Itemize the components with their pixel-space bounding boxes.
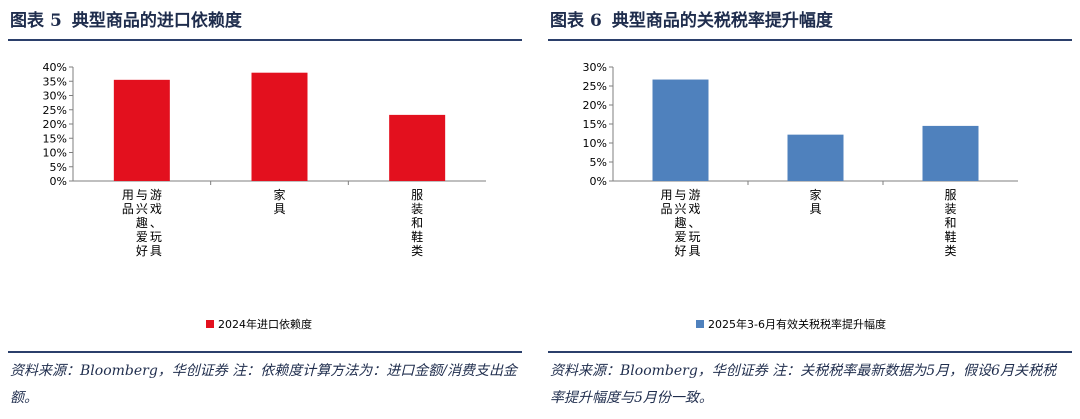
y-tick-label: 10% bbox=[43, 147, 67, 160]
title-rule bbox=[548, 39, 1072, 41]
y-tick-label: 30% bbox=[583, 61, 607, 74]
category-label-char: 类 bbox=[944, 244, 956, 258]
category-label-char: 用 bbox=[122, 188, 134, 202]
category-label-char: 装 bbox=[411, 202, 423, 216]
category-label-char: 戏 bbox=[150, 202, 162, 216]
category-label-char: 兴 bbox=[674, 202, 686, 216]
y-tick-label: 25% bbox=[43, 104, 67, 117]
chart-legend: 2024年进口依赖度 bbox=[206, 316, 312, 332]
y-tick-label: 10% bbox=[583, 137, 607, 150]
bar bbox=[251, 72, 308, 181]
category-label-char: 装 bbox=[944, 202, 956, 216]
category-label-char: 与 bbox=[136, 188, 148, 202]
category-label-char: 戏 bbox=[688, 202, 700, 216]
category-label-char: 具 bbox=[809, 202, 821, 216]
category-label-char: 品 bbox=[122, 202, 134, 216]
y-tick-label: 30% bbox=[43, 90, 67, 103]
category-label-char: 游 bbox=[688, 188, 700, 202]
figure-number: 5 bbox=[50, 11, 62, 31]
legend-label: 2024年进口依赖度 bbox=[218, 318, 312, 331]
bar bbox=[113, 79, 170, 181]
category-label-char: 具 bbox=[150, 244, 162, 258]
category-label-char: 品 bbox=[660, 202, 672, 216]
figure-label: 图表 bbox=[550, 11, 584, 31]
figure-number: 6 bbox=[590, 11, 602, 31]
legend-swatch bbox=[206, 320, 214, 328]
figure-title: 图表 6 典型商品的关税税率提升幅度 bbox=[550, 6, 833, 31]
category-label-char: 鞋 bbox=[944, 229, 956, 244]
category-label-char: 和 bbox=[411, 216, 423, 230]
category-label-char: 游 bbox=[150, 188, 162, 202]
category-label-char: 服 bbox=[411, 188, 423, 202]
figure-5-panel: 图表 5 典型商品的进口依赖度 0% 5% 10% 15% 20% 25% 30% 35% 40% 游… bbox=[8, 0, 522, 419]
y-tick-label: 25% bbox=[583, 80, 607, 93]
figure-label: 图表 bbox=[10, 11, 44, 31]
category-label-char: 具 bbox=[688, 244, 700, 258]
category-label-char: 玩 bbox=[150, 230, 162, 244]
y-tick-label: 5% bbox=[50, 161, 67, 174]
category-label-char: 爱 bbox=[136, 230, 148, 244]
bar bbox=[389, 114, 446, 181]
bar bbox=[652, 79, 709, 181]
source-rule bbox=[548, 351, 1072, 353]
category-label-char: 和 bbox=[944, 216, 956, 230]
category-label-char: 兴 bbox=[136, 202, 148, 216]
figure-title-text: 典型商品的关税税率提升幅度 bbox=[611, 11, 833, 31]
chart-legend: 2025年3-6月有效关税税率提升幅度 bbox=[696, 316, 886, 332]
category-label-char: 玩 bbox=[688, 230, 700, 244]
category-label-char: 、 bbox=[150, 216, 162, 230]
category-label-char: 用 bbox=[660, 188, 672, 202]
category-label-char: 好 bbox=[136, 244, 148, 258]
y-tick-label: 35% bbox=[43, 75, 67, 88]
y-tick-label: 15% bbox=[583, 118, 607, 131]
category-label: 家具 bbox=[809, 187, 821, 216]
category-label-char: 鞋 bbox=[411, 229, 423, 244]
y-tick-label: 0% bbox=[590, 175, 607, 188]
category-label-char: 趣 bbox=[674, 215, 686, 230]
y-tick-label: 20% bbox=[583, 99, 607, 112]
bar bbox=[787, 134, 844, 181]
y-tick-label: 20% bbox=[43, 118, 67, 131]
import-dependency-chart: 0%5%10%15%20%25%30%35%40%游戏、玩具与兴趣爱好用品家具服… bbox=[43, 61, 486, 258]
category-label-char: 家 bbox=[273, 187, 285, 202]
category-label-char: 趣 bbox=[136, 215, 148, 230]
legend-swatch bbox=[696, 320, 704, 328]
y-tick-label: 5% bbox=[590, 156, 607, 169]
y-tick-label: 0% bbox=[50, 175, 67, 188]
figure-6-panel: 图表 6 典型商品的关税税率提升幅度 0% 5% 10% 15% 20% 25% 30% 游戏、玩… bbox=[548, 0, 1072, 419]
category-label-char: 家 bbox=[809, 187, 821, 202]
source-note: 资料来源：Bloomberg，华创证券 注：关税税率最新数据为5月，假设6月关税… bbox=[550, 363, 1057, 406]
category-label-char: 爱 bbox=[674, 230, 686, 244]
category-label-char: 、 bbox=[688, 216, 700, 230]
category-label: 家具 bbox=[273, 187, 285, 216]
category-label-char: 具 bbox=[273, 202, 285, 216]
title-rule bbox=[8, 39, 522, 41]
legend-label: 2025年3-6月有效关税税率提升幅度 bbox=[708, 318, 886, 331]
source-note: 资料来源：Bloomberg，华创证券 注：依赖度计算方法为：进口金额/消费支出… bbox=[10, 363, 517, 406]
category-label-char: 类 bbox=[411, 244, 423, 258]
figure-title-text: 典型商品的进口依赖度 bbox=[71, 11, 242, 31]
category-label-char: 服 bbox=[944, 188, 956, 202]
y-tick-label: 15% bbox=[43, 132, 67, 145]
y-tick-label: 40% bbox=[43, 61, 67, 74]
bar bbox=[922, 125, 979, 181]
figure-title: 图表 5 典型商品的进口依赖度 bbox=[10, 6, 242, 31]
source-rule bbox=[8, 351, 522, 353]
category-label-char: 好 bbox=[674, 244, 686, 258]
category-label-char: 与 bbox=[674, 188, 686, 202]
